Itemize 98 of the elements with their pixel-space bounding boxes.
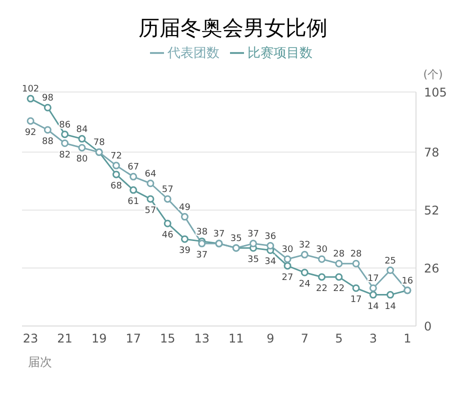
x-axis-title: 届次 [28, 354, 53, 371]
point [146, 180, 154, 188]
data-label: 28 [350, 250, 362, 260]
data-label: 64 [144, 169, 156, 180]
x-tick-label: 15 [160, 332, 176, 346]
x-tick-label: 5 [335, 332, 343, 346]
x-tick-label: 17 [126, 332, 141, 346]
x-tick-label: 9 [266, 332, 274, 346]
data-label: 57 [144, 206, 156, 216]
data-label: 61 [128, 197, 140, 208]
point [146, 195, 154, 203]
point [369, 291, 377, 299]
data-label: 25 [384, 256, 396, 266]
point [300, 250, 308, 258]
x-tick-label: 7 [300, 332, 308, 346]
data-label: 34 [264, 257, 276, 268]
point [26, 117, 34, 125]
x-tick-label: 19 [91, 332, 107, 346]
data-label: 102 [22, 84, 40, 95]
point [112, 162, 120, 170]
data-label: 17 [367, 274, 379, 284]
point [250, 240, 258, 248]
data-label: 32 [298, 240, 310, 251]
data-label: 37 [248, 230, 259, 240]
data-label: 92 [24, 128, 36, 138]
point [352, 284, 360, 292]
data-label: 17 [350, 295, 362, 306]
data-label: 27 [282, 272, 294, 283]
chart-title: 历届冬奥会男女比例 [138, 15, 328, 42]
data-label: 78 [93, 138, 106, 148]
data-label: 30 [282, 245, 294, 256]
point [284, 262, 292, 270]
data-label: 14 [384, 302, 396, 312]
data-label: 35 [230, 234, 242, 244]
point [318, 255, 326, 263]
data-label: 22 [316, 284, 328, 294]
data-label: 16 [402, 276, 414, 286]
point [266, 242, 274, 250]
data-label: 88 [42, 136, 54, 147]
point [335, 273, 343, 281]
point [164, 195, 172, 203]
data-label: 22 [333, 284, 345, 294]
point [180, 213, 188, 221]
data-label: 35 [248, 255, 259, 265]
data-label: 30 [316, 245, 328, 256]
point [61, 130, 69, 138]
point [44, 126, 52, 134]
point [112, 170, 120, 178]
point [130, 172, 138, 180]
y-axis-title: (个) [423, 68, 443, 81]
y-tick-label: 78 [424, 145, 440, 160]
x-tick-label: 23 [22, 332, 38, 346]
y-tick-label: 52 [424, 203, 440, 218]
x-tick-label: 21 [57, 332, 72, 346]
data-label: 36 [264, 232, 276, 242]
point [300, 268, 308, 276]
data-label: 38 [196, 227, 208, 238]
point [78, 144, 86, 152]
data-label: 98 [42, 94, 54, 104]
data-label: 14 [367, 302, 380, 312]
point [130, 186, 138, 194]
data-label: 82 [59, 150, 71, 160]
x-tick-label: 3 [369, 332, 377, 346]
point [335, 260, 343, 268]
data-label: 28 [333, 250, 345, 260]
point [284, 255, 292, 263]
data-label: 37 [196, 250, 208, 261]
data-label: 24 [298, 280, 311, 290]
point [352, 260, 360, 268]
y-tick-label: 105 [424, 85, 447, 100]
point [61, 140, 69, 148]
data-label: 49 [179, 202, 191, 213]
data-label: 84 [76, 124, 88, 135]
point [26, 94, 34, 102]
point [78, 135, 86, 143]
point [44, 104, 52, 112]
y-tick-label: 26 [424, 261, 440, 276]
data-label: 57 [162, 184, 174, 195]
data-label: 86 [59, 120, 71, 130]
x-tick-label: 11 [228, 332, 244, 346]
point [386, 291, 394, 299]
data-label: 39 [179, 246, 191, 256]
data-label: 67 [128, 162, 140, 173]
y-tick-label: 0 [424, 319, 432, 334]
point [318, 273, 326, 281]
point [180, 235, 188, 243]
legend-label: 比赛项目数 [248, 46, 312, 61]
x-tick-label: 1 [404, 332, 412, 346]
legend-label: 代表团数 [168, 46, 220, 61]
x-tick-label: 13 [194, 332, 210, 346]
data-label: 80 [76, 154, 88, 165]
data-label: 37 [213, 230, 225, 240]
data-label: 46 [162, 230, 174, 240]
point [369, 284, 377, 292]
point [386, 266, 394, 274]
data-label: 68 [110, 181, 122, 192]
point [164, 220, 172, 228]
data-label: 72 [110, 152, 122, 162]
